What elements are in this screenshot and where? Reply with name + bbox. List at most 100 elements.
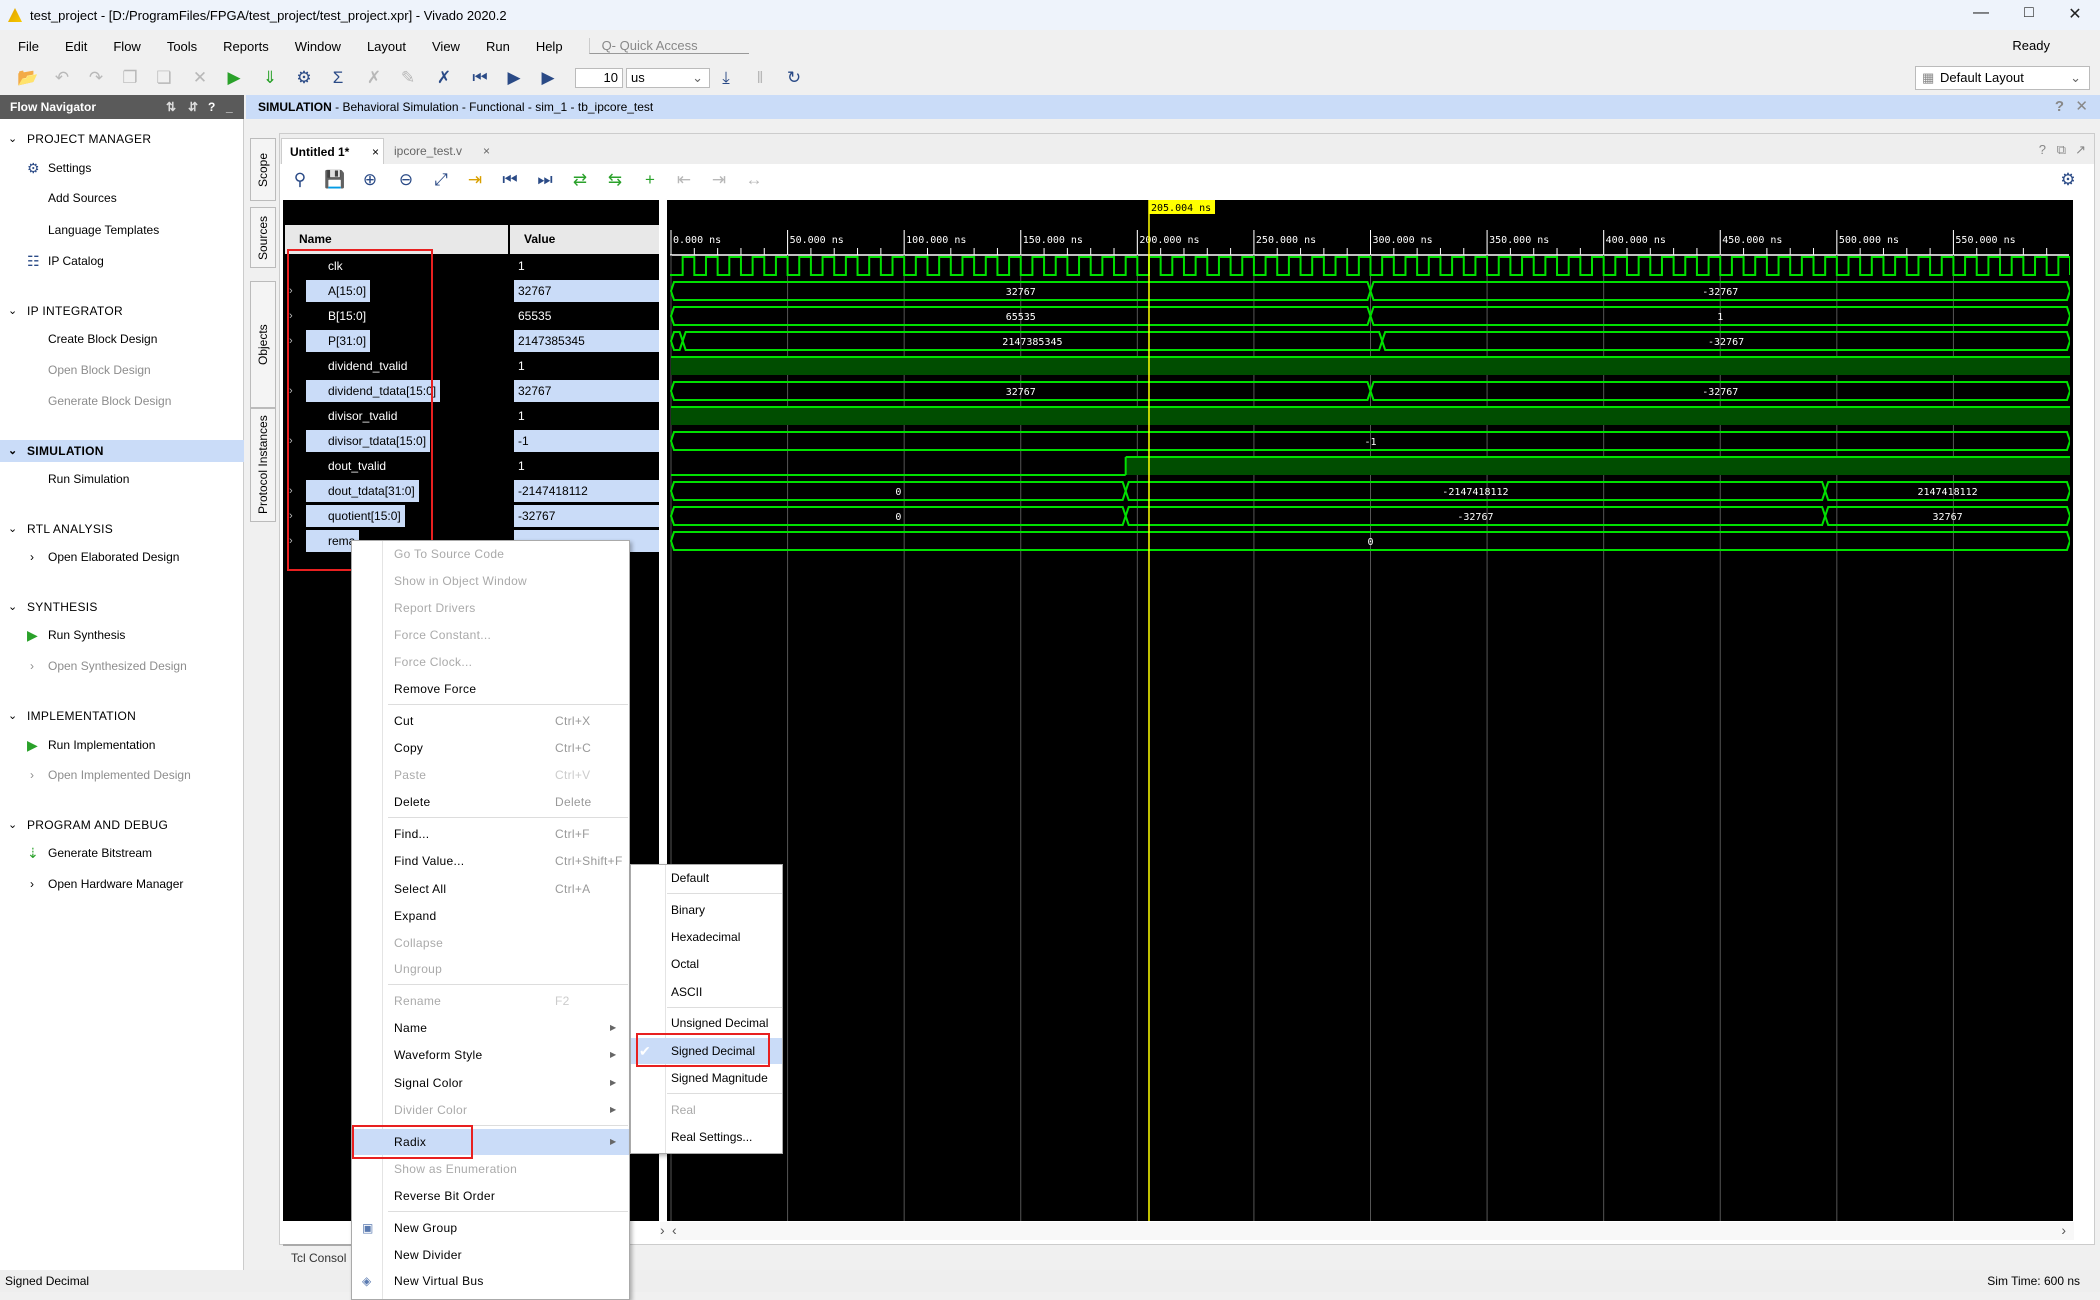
menu-item-reverse-bit-order[interactable]: Reverse Bit Order <box>352 1183 629 1209</box>
menu-item-report-drivers[interactable]: Report Drivers <box>352 595 629 621</box>
menu-item-find-value[interactable]: Find Value... Ctrl+Shift+F <box>352 848 629 874</box>
break-icon[interactable]: ‖ <box>756 68 764 87</box>
menu-edit[interactable]: Edit <box>64 38 88 54</box>
chevron-right-icon[interactable]: › <box>30 659 34 673</box>
nav-ip-integrator[interactable]: ⌄ IP INTEGRATOR <box>0 300 244 322</box>
run-for-icon[interactable]: ▶ <box>541 68 555 87</box>
signal-name[interactable]: dout_tdata[31:0] <box>306 480 419 502</box>
step-icon[interactable]: ⤓ <box>722 68 730 87</box>
edit-icon[interactable]: ✎ <box>400 68 416 87</box>
radix-octal[interactable]: Octal <box>631 951 782 977</box>
nav-open-synthesized-design[interactable]: › Open Synthesized Design <box>0 655 244 677</box>
menu-item-new-group[interactable]: New Group ▣ <box>352 1215 629 1241</box>
nav-project-manager[interactable]: ⌄ PROJECT MANAGER <box>0 128 244 150</box>
radix-binary[interactable]: Binary <box>631 897 782 923</box>
menu-view[interactable]: View <box>432 38 460 54</box>
chevron-down-icon[interactable]: ⌄ <box>8 819 18 831</box>
signal-name[interactable]: divisor_tdata[15:0] <box>306 430 431 452</box>
signal-name[interactable]: divisor_tvalid <box>328 409 398 423</box>
quick-access-input[interactable]: Q- Quick Access <box>588 38 749 54</box>
menu-item-force-clock[interactable]: Force Clock... <box>352 649 629 675</box>
radix-signed-decimal[interactable]: ✔ Signed Decimal <box>631 1038 782 1064</box>
nav-run-synthesis[interactable]: ▶ Run Synthesis <box>0 624 244 646</box>
nav-settings[interactable]: ⚙ Settings <box>0 157 244 179</box>
chevron-down-icon[interactable]: ⌄ <box>8 523 18 535</box>
relaunch-icon[interactable]: ↻ <box>786 68 802 87</box>
nav-program-and-debug[interactable]: ⌄ PROGRAM AND DEBUG <box>0 814 244 836</box>
zoom-in-icon[interactable]: ⊕ <box>362 170 378 189</box>
nav-open-implemented-design[interactable]: › Open Implemented Design <box>0 764 244 786</box>
maximize-button[interactable]: □ <box>2024 4 2034 21</box>
menu-item-collapse[interactable]: Collapse <box>352 930 629 956</box>
run-time-input[interactable]: 10 <box>575 68 623 88</box>
nav-synthesis[interactable]: ⌄ SYNTHESIS <box>0 596 244 618</box>
name-column-header[interactable]: Name <box>285 225 508 254</box>
nav-simulation[interactable]: ⌄ SIMULATION <box>0 440 244 462</box>
collapse-all-icon[interactable]: ⇅ <box>166 100 177 114</box>
menu-item-new-divider[interactable]: New Divider <box>352 1242 629 1268</box>
nav-generate-bitstream[interactable]: ⇣ Generate Bitstream <box>0 842 244 864</box>
signal-row[interactable]: › divisor_tdata[15:0] -1 <box>285 430 659 452</box>
nav-create-block-design[interactable]: Create Block Design <box>0 328 244 350</box>
waveform-canvas[interactable]: 0.000 ns 50.000 ns 100.000 ns 150.000 ns 200… <box>670 200 2070 1221</box>
radix-default[interactable]: Default <box>631 865 782 891</box>
column-splitter[interactable] <box>659 200 667 1221</box>
help-icon[interactable]: ? <box>2038 142 2046 157</box>
radix-real[interactable]: Real <box>631 1097 782 1123</box>
chevron-right-icon[interactable]: › <box>30 550 34 564</box>
tab-untitled-1[interactable]: Untitled 1* × <box>281 138 384 164</box>
nav-ip-catalog[interactable]: ☷ IP Catalog <box>0 250 244 272</box>
delete-icon[interactable]: ✕ <box>192 68 208 87</box>
menu-item-select-all[interactable]: Select All Ctrl+A <box>352 876 629 902</box>
bitstream-icon[interactable]: ⇓ <box>262 68 278 87</box>
menu-item-force-constant[interactable]: Force Constant... <box>352 622 629 648</box>
menu-item-radix[interactable]: Radix ▶ <box>352 1129 629 1155</box>
menu-item-rename[interactable]: Rename F2 <box>352 988 629 1014</box>
swap-cursors-icon[interactable]: ↔ <box>745 170 763 189</box>
scroll-right-icon[interactable]: › <box>660 1222 665 1238</box>
menu-flow[interactable]: Flow <box>113 38 141 54</box>
nav-run-implementation[interactable]: ▶ Run Implementation <box>0 734 244 756</box>
menu-layout[interactable]: Layout <box>366 38 406 54</box>
sigma-icon[interactable]: Σ <box>332 68 344 87</box>
signal-name[interactable]: P[31:0] <box>306 330 371 352</box>
menu-item-show-in-object-window[interactable]: Show in Object Window <box>352 568 629 594</box>
settings-gear-icon[interactable]: ⚙ <box>296 68 312 87</box>
signal-name[interactable]: rema <box>306 530 360 552</box>
menu-item-copy[interactable]: Copy Ctrl+C <box>352 735 629 761</box>
menu-window[interactable]: Window <box>294 38 341 54</box>
expand-chevron-icon[interactable]: › <box>289 285 293 297</box>
tools-icon[interactable]: ✗ <box>366 68 382 87</box>
next-marker-icon[interactable]: ⇥ <box>711 170 727 189</box>
chevron-down-icon[interactable]: ⌄ <box>8 133 18 145</box>
chevron-right-icon[interactable]: › <box>30 877 34 891</box>
previous-transition-icon[interactable]: ⇄ <box>572 170 588 189</box>
expand-chevron-icon[interactable]: › <box>289 335 293 347</box>
chevron-down-icon[interactable]: ⌄ <box>8 305 18 317</box>
close-icon[interactable]: ✕ <box>2075 98 2088 115</box>
nav-rtl-analysis[interactable]: ⌄ RTL ANALYSIS <box>0 518 244 540</box>
nav-open-hardware-manager[interactable]: › Open Hardware Manager <box>0 873 244 895</box>
menu-reports[interactable]: Reports <box>223 38 269 54</box>
copy-icon[interactable]: ❐ <box>122 68 138 87</box>
signal-row[interactable]: › dout_tdata[31:0] -2147418112 <box>285 480 659 502</box>
signal-name[interactable]: quotient[15:0] <box>306 505 405 527</box>
chevron-right-icon[interactable]: › <box>30 768 34 782</box>
menu-item-find[interactable]: Find... Ctrl+F <box>352 821 629 847</box>
signal-name[interactable]: clk <box>328 259 343 273</box>
scroll-end-icon[interactable]: › <box>2061 1222 2066 1238</box>
run-all-icon[interactable]: ▶ <box>507 68 521 87</box>
previous-marker-icon[interactable]: ⇤ <box>676 170 692 189</box>
signal-name[interactable]: dividend_tvalid <box>328 359 408 373</box>
radix-real-settings[interactable]: Real Settings... <box>631 1124 782 1150</box>
restore-icon[interactable]: ⧉ <box>2056 142 2066 157</box>
chevron-down-icon[interactable]: ⌄ <box>8 710 18 722</box>
menu-item-go-to-source-code[interactable]: Go To Source Code <box>352 541 629 567</box>
menu-item-expand[interactable]: Expand <box>352 903 629 929</box>
run-time-unit-select[interactable]: us ⌄ <box>626 68 710 88</box>
settings-gear-icon[interactable]: ⚙ <box>2060 170 2076 189</box>
menu-item-waveform-style[interactable]: Waveform Style ▶ <box>352 1042 629 1068</box>
paste-icon[interactable]: ❏ <box>156 68 172 87</box>
signal-row[interactable]: › P[31:0] 2147385345 <box>285 330 659 352</box>
nav-implementation[interactable]: ⌄ IMPLEMENTATION <box>0 705 244 727</box>
